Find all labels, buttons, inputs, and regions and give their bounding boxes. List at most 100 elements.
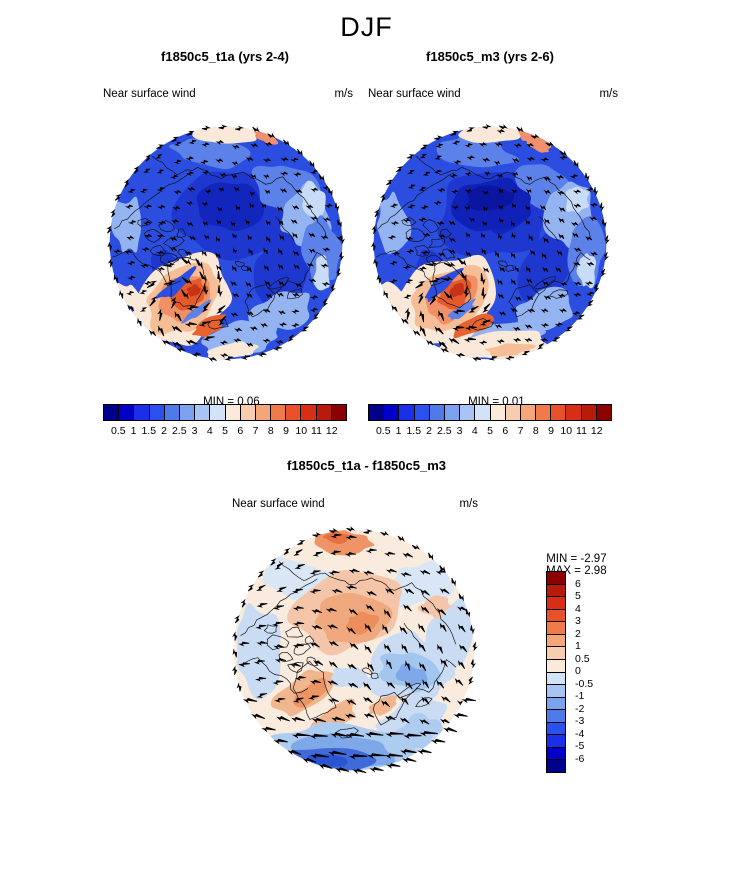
diff-colorbar-segment bbox=[547, 685, 565, 698]
colorbar-tick-label: 6 bbox=[502, 425, 509, 437]
colorbar-tick-label: 4 bbox=[206, 425, 213, 437]
colorbar-segment bbox=[429, 405, 445, 420]
colorbar-segment bbox=[475, 405, 491, 420]
colorbar-tick-label: 0.5 bbox=[110, 425, 126, 437]
colorbar-tick-label: 4 bbox=[471, 425, 478, 437]
variable-label: Near surface wind bbox=[232, 498, 325, 510]
colorbar-segment bbox=[505, 405, 521, 420]
colorbar-segment bbox=[490, 405, 506, 420]
units-label: m/s bbox=[459, 498, 478, 510]
diff-colorbar-tick-label: 0 bbox=[575, 665, 581, 677]
colorbar-tick-label: 5 bbox=[222, 425, 228, 437]
colorbar-tick-label: 9 bbox=[283, 425, 289, 437]
colorbar-segment bbox=[444, 405, 461, 420]
colorbar-segment bbox=[331, 405, 346, 420]
colorbar-segment bbox=[369, 405, 385, 420]
diff-colorbar-tick-label: -4 bbox=[575, 727, 585, 740]
label-row-t1a: Near surface wind m/s bbox=[103, 88, 353, 100]
diff-colorbar-segment bbox=[547, 659, 565, 673]
wind-map-diff bbox=[231, 526, 478, 775]
colorbar-segment bbox=[240, 405, 256, 420]
diff-colorbar-tick-label: 1 bbox=[575, 640, 581, 652]
wind-map-t1a bbox=[106, 124, 345, 363]
colorbar-segment bbox=[195, 405, 211, 420]
colorbar-segment bbox=[399, 405, 415, 420]
colorbar-segment bbox=[271, 405, 287, 420]
colorbar-tick-label: 1 bbox=[395, 425, 402, 437]
diff-colorbar-segment bbox=[547, 647, 565, 660]
colorbar-segment bbox=[104, 405, 120, 420]
diff-colorbar-tick-label: -5 bbox=[575, 740, 585, 752]
colorbar-tick-label: 1.5 bbox=[141, 425, 157, 437]
colorbar-tick-label: 2 bbox=[426, 425, 432, 437]
diff-colorbar-tick-label: -2 bbox=[575, 702, 585, 715]
min-label: MIN = bbox=[546, 553, 581, 565]
panel-title-t1a: f1850c5_t1a (yrs 2-4) bbox=[161, 49, 289, 64]
diff-colorbar-segment bbox=[547, 697, 565, 711]
colorbar-segment bbox=[551, 405, 567, 420]
colorbar-segment bbox=[566, 405, 582, 420]
colorbar-segment bbox=[301, 405, 317, 420]
colorbar-tick-label: 1 bbox=[130, 425, 137, 437]
diff-colorbar bbox=[546, 571, 566, 773]
diff-colorbar-segment bbox=[547, 735, 565, 748]
diff-colorbar-tick-label: 5 bbox=[575, 590, 581, 602]
diff-colorbar-ticks: 6 5 4 3 2 1 0.5 0 -0.5 -1 -2 -3 -4 -5 -6 bbox=[575, 571, 609, 773]
variable-label: Near surface wind bbox=[103, 88, 196, 100]
panel-title-diff: f1850c5_t1a - f1850c5_m3 bbox=[286, 458, 446, 473]
diff-colorbar-segment bbox=[547, 760, 565, 772]
minmax-diff: MIN = -2.97 MAX = 2.98 bbox=[493, 541, 647, 589]
min-value: -2.97 bbox=[580, 553, 607, 565]
diff-colorbar-segment bbox=[547, 672, 565, 686]
colorbar-segment bbox=[179, 405, 196, 420]
diff-colorbar-segment bbox=[547, 572, 565, 585]
colorbar-tick-label: 2.5 bbox=[171, 425, 187, 437]
colorbar-ticks-m3: 0.5 1 1.5 2 2.5 3 4 5 6 7 8 9 10 11 12 bbox=[368, 425, 612, 439]
diff-colorbar-tick-label: -1 bbox=[575, 690, 585, 702]
colorbar-segment bbox=[119, 405, 135, 420]
diff-colorbar-tick-label: -0.5 bbox=[575, 677, 594, 690]
colorbar-segment bbox=[596, 405, 611, 420]
wind-map-m3 bbox=[370, 124, 610, 362]
colorbar-tick-label: 10 bbox=[560, 425, 573, 437]
diff-colorbar-tick-label: 6 bbox=[575, 577, 581, 590]
colorbar-tick-label: 2.5 bbox=[436, 425, 452, 437]
colorbar-tick-label: 7 bbox=[517, 425, 524, 437]
diff-colorbar-tick-label: 2 bbox=[575, 627, 581, 640]
colorbar-tick-label: 9 bbox=[548, 425, 554, 437]
colorbar-segment bbox=[149, 405, 165, 420]
colorbar-segment bbox=[286, 405, 302, 420]
diff-colorbar-segment bbox=[547, 634, 565, 648]
variable-label: Near surface wind bbox=[368, 88, 461, 100]
diff-colorbar-tick-label: 3 bbox=[575, 615, 581, 627]
diff-colorbar-segment bbox=[547, 622, 565, 635]
colorbar-tick-label: 11 bbox=[311, 425, 322, 437]
colorbar-tick-label: 5 bbox=[487, 425, 493, 437]
colorbar-tick-label: 6 bbox=[237, 425, 244, 437]
max-value: 2.98 bbox=[584, 565, 607, 577]
colorbar-segment bbox=[134, 405, 150, 420]
diff-colorbar-segment bbox=[547, 722, 565, 736]
colorbar-tick-label: 3 bbox=[191, 425, 198, 437]
panel-title-m3: f1850c5_m3 (yrs 2-6) bbox=[426, 49, 554, 64]
colorbar-segment bbox=[210, 405, 226, 420]
diff-colorbar-segment bbox=[547, 584, 565, 598]
colorbar-segment bbox=[460, 405, 476, 420]
units-label: m/s bbox=[334, 88, 353, 100]
colorbar-tick-label: 8 bbox=[532, 425, 539, 437]
colorbar-tick-label: 10 bbox=[295, 425, 308, 437]
colorbar-segment bbox=[255, 405, 272, 420]
colorbar-tick-label: 12 bbox=[590, 425, 603, 437]
diff-colorbar-tick-label: -3 bbox=[575, 715, 585, 727]
colorbar-segment bbox=[414, 405, 430, 420]
label-row-diff: Near surface wind m/s bbox=[232, 498, 478, 510]
diff-colorbar-segment bbox=[547, 597, 565, 610]
colorbar-tick-label: 7 bbox=[252, 425, 259, 437]
colorbar-segment bbox=[316, 405, 332, 420]
colorbar-tick-label: 0.5 bbox=[375, 425, 391, 437]
colorbar-segment bbox=[581, 405, 597, 420]
colorbar-tick-label: 1.5 bbox=[406, 425, 422, 437]
colorbar-m3 bbox=[368, 404, 612, 421]
diff-colorbar-tick-label: 0.5 bbox=[575, 652, 590, 665]
